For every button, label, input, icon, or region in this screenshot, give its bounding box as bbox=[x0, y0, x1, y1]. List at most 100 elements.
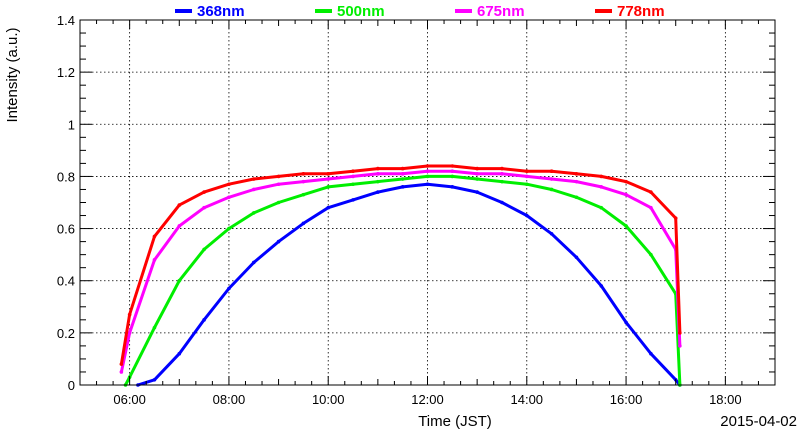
data-point bbox=[574, 195, 579, 200]
data-point bbox=[326, 177, 331, 181]
data-point bbox=[251, 177, 256, 181]
data-point bbox=[351, 169, 355, 174]
data-point bbox=[524, 213, 529, 218]
data-point bbox=[475, 177, 479, 181]
data-point bbox=[202, 190, 206, 194]
data-point bbox=[549, 169, 554, 174]
data-point bbox=[227, 226, 231, 231]
data-point bbox=[326, 205, 331, 210]
data-point bbox=[376, 166, 380, 171]
data-point bbox=[251, 187, 256, 192]
data-point bbox=[152, 234, 157, 239]
x-tick-label: 14:00 bbox=[511, 392, 544, 407]
series-layer bbox=[119, 164, 682, 387]
data-point bbox=[599, 284, 604, 288]
data-point bbox=[500, 200, 504, 205]
data-point bbox=[425, 169, 430, 174]
data-point bbox=[450, 169, 455, 174]
y-tick-label: 1.2 bbox=[57, 65, 75, 80]
data-point bbox=[202, 205, 206, 210]
data-point bbox=[649, 252, 653, 257]
data-point bbox=[127, 312, 132, 317]
legend-item: 675nm bbox=[455, 3, 525, 20]
data-point bbox=[202, 318, 206, 322]
legend: 368nm 500nm 675nm 778nm bbox=[175, 3, 665, 20]
data-point bbox=[624, 320, 628, 325]
data-point bbox=[152, 325, 157, 330]
data-point bbox=[500, 179, 504, 184]
legend-label: 368nm bbox=[197, 3, 245, 20]
legend-label: 500nm bbox=[337, 3, 385, 20]
data-point bbox=[524, 182, 529, 187]
data-point bbox=[599, 174, 604, 179]
series-368nm bbox=[136, 182, 682, 387]
y-tick-label: 1.4 bbox=[57, 13, 75, 28]
data-point bbox=[326, 185, 331, 189]
data-point bbox=[574, 172, 579, 176]
date-label: 2015-04-02 bbox=[720, 413, 797, 430]
data-point bbox=[425, 164, 430, 168]
y-tick-label: 0.4 bbox=[57, 274, 75, 289]
data-point bbox=[276, 200, 281, 205]
data-point bbox=[500, 166, 504, 171]
data-point bbox=[152, 377, 157, 382]
x-tick-label: 18:00 bbox=[709, 392, 742, 407]
data-point bbox=[119, 362, 124, 366]
legend-item: 778nm bbox=[595, 3, 665, 20]
series-778nm bbox=[119, 164, 682, 366]
data-point bbox=[574, 255, 579, 260]
x-tick-label: 10:00 bbox=[312, 392, 345, 407]
x-axis-title: Time (JST) bbox=[418, 413, 492, 430]
y-tick-label: 0 bbox=[68, 378, 75, 393]
y-tick-label: 0.8 bbox=[57, 169, 75, 184]
data-point bbox=[475, 166, 479, 171]
data-point bbox=[177, 224, 182, 228]
data-point bbox=[524, 169, 529, 174]
data-point bbox=[251, 211, 256, 215]
data-point bbox=[599, 205, 604, 210]
data-point bbox=[624, 192, 628, 197]
axis-ticks: 06:00 08:00 10:00 12:00 14:00 16:00 18:00 0 0.2 0… bbox=[57, 13, 775, 407]
data-point bbox=[400, 177, 405, 181]
data-point bbox=[624, 179, 628, 184]
data-point bbox=[450, 174, 455, 179]
data-point bbox=[376, 190, 380, 194]
series-line bbox=[136, 182, 682, 387]
data-point bbox=[475, 172, 479, 176]
data-point bbox=[450, 164, 455, 168]
data-point bbox=[251, 260, 256, 265]
data-point bbox=[301, 221, 306, 226]
data-point bbox=[351, 182, 355, 187]
data-point bbox=[152, 258, 157, 262]
y-tick-label: 0.2 bbox=[57, 326, 75, 341]
legend-item: 368nm bbox=[175, 3, 245, 20]
data-point bbox=[351, 198, 355, 202]
data-point bbox=[276, 239, 281, 244]
data-point bbox=[202, 247, 206, 252]
data-point bbox=[376, 172, 380, 176]
data-point bbox=[500, 172, 504, 176]
data-point bbox=[400, 166, 405, 171]
data-point bbox=[649, 205, 653, 210]
data-point bbox=[177, 203, 182, 207]
data-point bbox=[649, 190, 653, 194]
data-point bbox=[450, 185, 455, 189]
data-point bbox=[624, 224, 628, 228]
y-axis-title: Intensity (a.u.) bbox=[4, 27, 21, 122]
data-point bbox=[301, 192, 306, 197]
data-point bbox=[227, 286, 231, 291]
y-tick-label: 0.6 bbox=[57, 222, 75, 237]
data-point bbox=[119, 370, 124, 374]
legend-item: 500nm bbox=[315, 3, 385, 20]
x-tick-label: 12:00 bbox=[411, 392, 444, 407]
data-point bbox=[400, 172, 405, 176]
data-point bbox=[227, 182, 231, 187]
data-point bbox=[301, 179, 306, 184]
x-tick-label: 08:00 bbox=[213, 392, 246, 407]
data-point bbox=[400, 185, 405, 189]
data-point bbox=[425, 182, 430, 187]
data-point bbox=[574, 179, 579, 184]
data-point bbox=[599, 185, 604, 189]
x-tick-label: 06:00 bbox=[113, 392, 146, 407]
data-point bbox=[425, 174, 430, 179]
